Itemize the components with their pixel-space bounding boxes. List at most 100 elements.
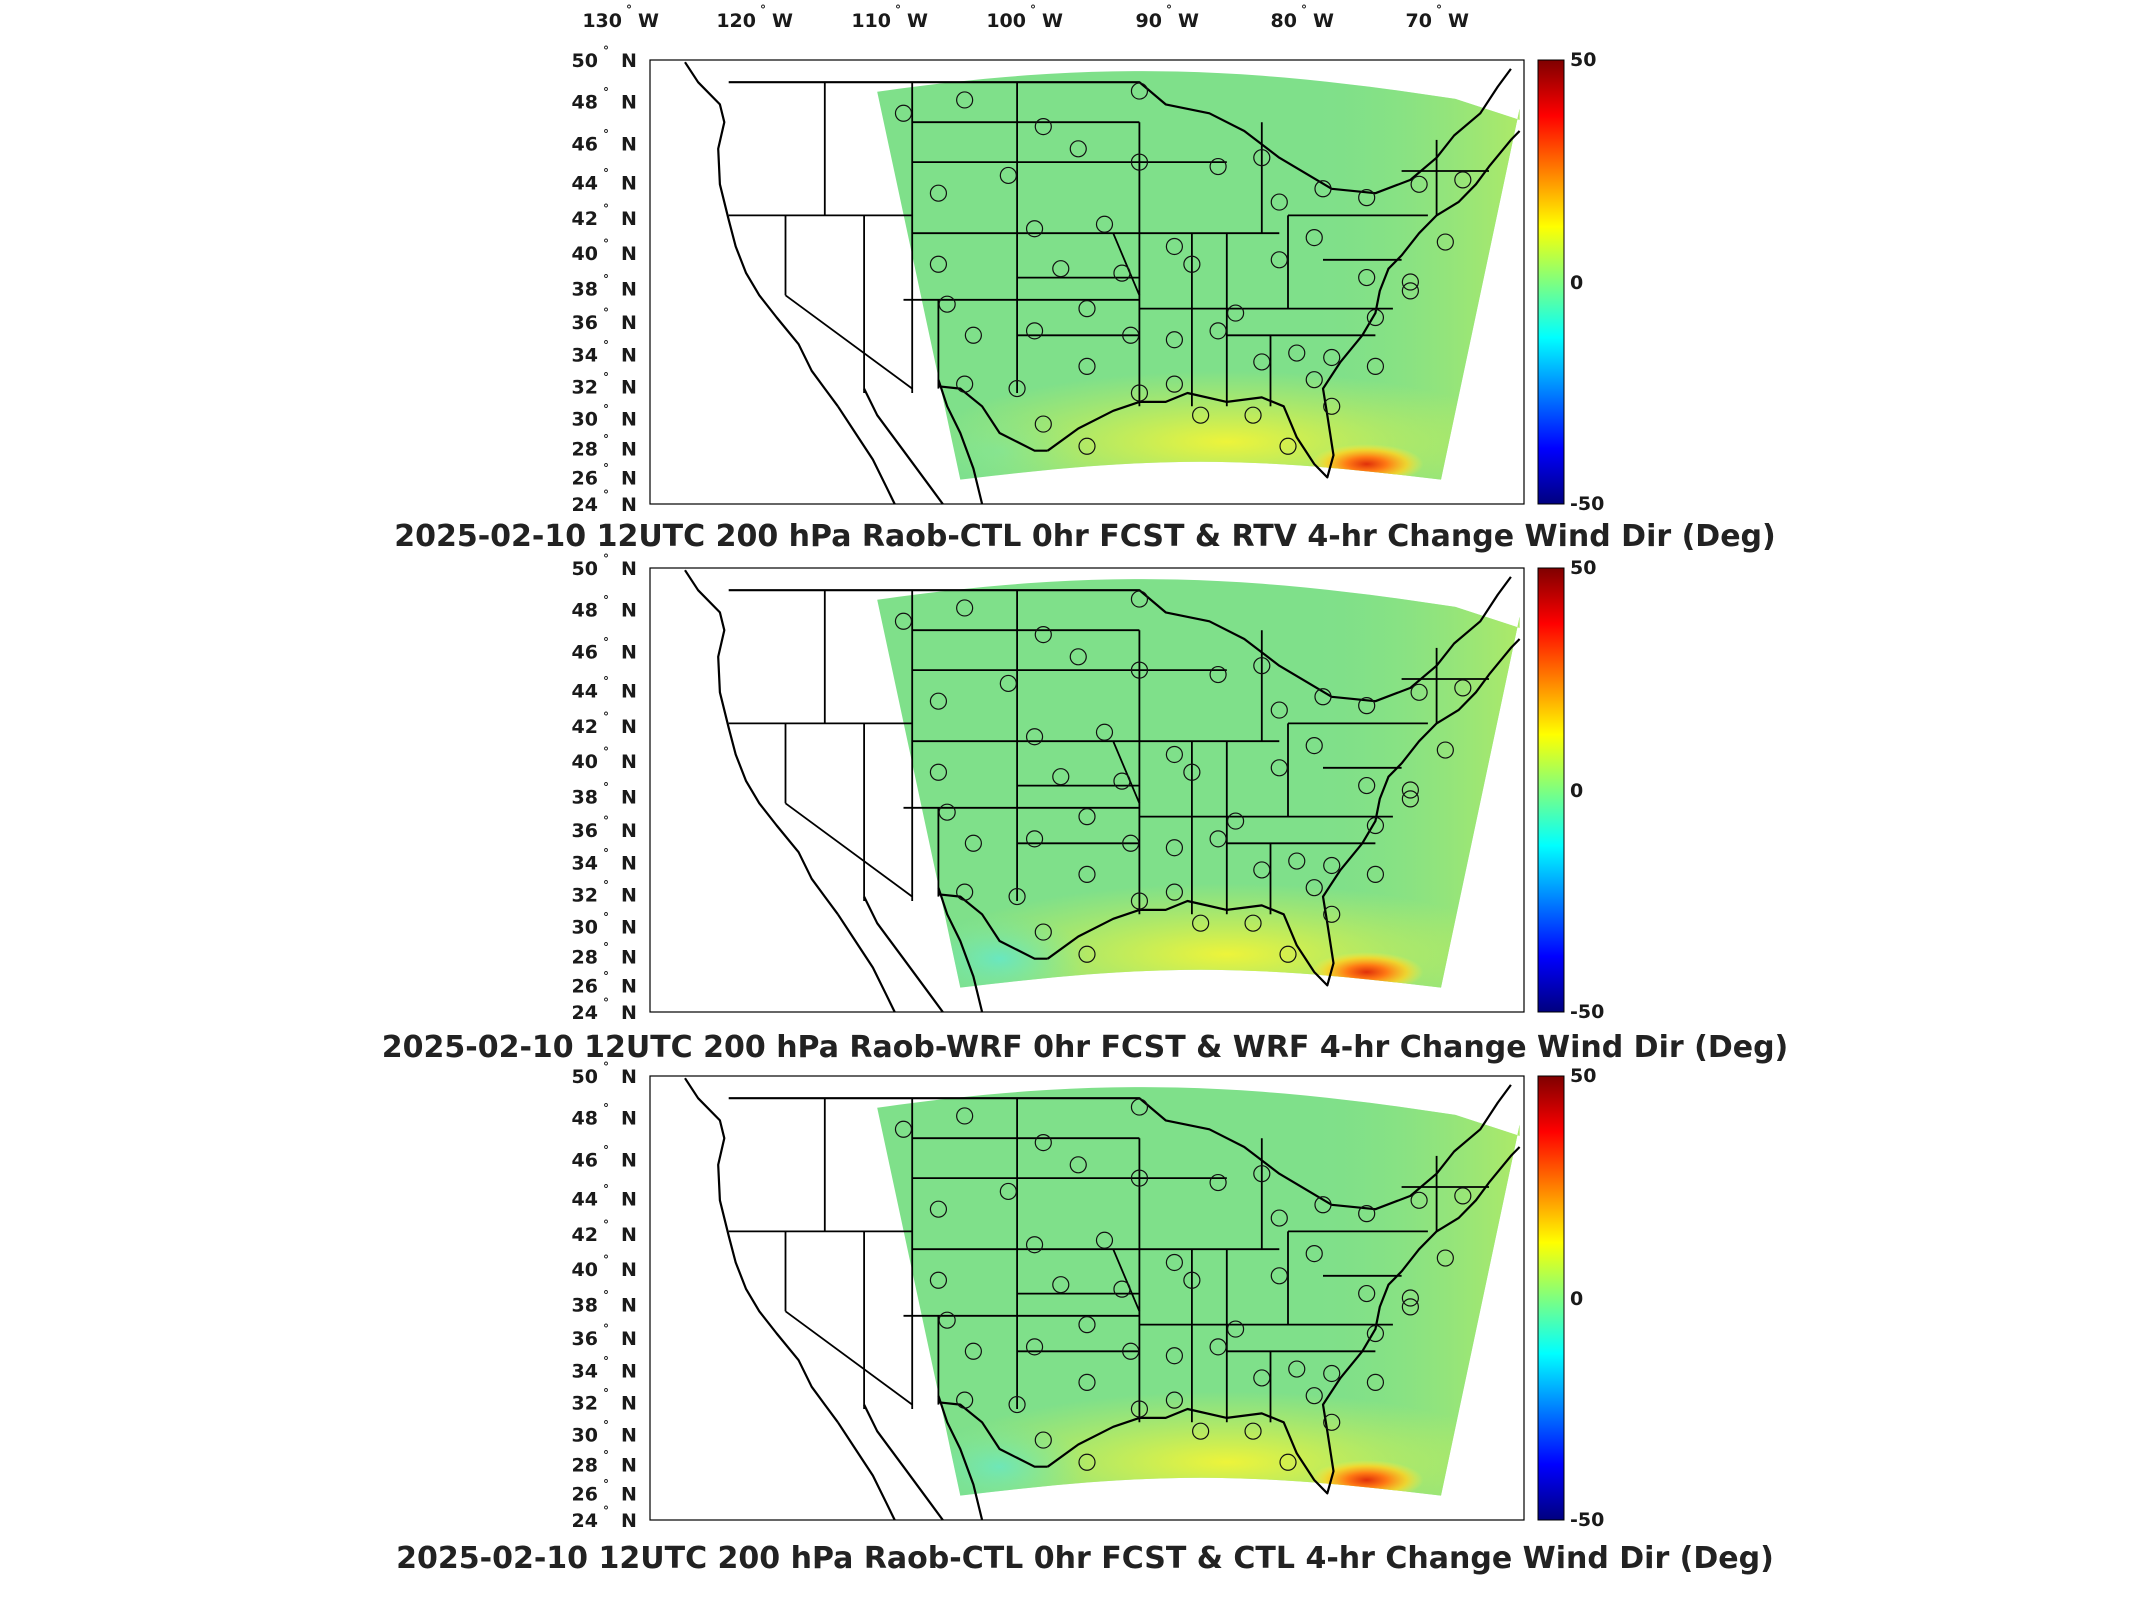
lon-label: 120: [716, 10, 756, 32]
raob-station: [1226, 1320, 1245, 1338]
raob-station: [1165, 331, 1184, 349]
raob-station: [1358, 189, 1376, 207]
raob-station: [1165, 237, 1184, 256]
colorbar-mid-label: 0: [1570, 1288, 1583, 1310]
lat-suffix: N: [621, 91, 637, 113]
degree-mark: °: [603, 85, 609, 99]
raob-station: [1358, 697, 1376, 715]
baja-inner-coast: [863, 1404, 944, 1521]
boundaries: [684, 1077, 1521, 1521]
lat-label: 44: [572, 173, 598, 195]
raob-station: [1165, 375, 1184, 393]
raob-station: [1454, 1187, 1472, 1205]
lat-suffix: N: [621, 494, 637, 516]
raob-station: [1358, 1205, 1376, 1223]
lat-label: 40: [572, 1259, 598, 1281]
degree-mark: °: [603, 1322, 609, 1336]
lat-suffix: N: [621, 1328, 637, 1350]
degree-mark: °: [1166, 3, 1172, 17]
degree-mark: °: [603, 202, 609, 216]
raob-station: [1305, 736, 1323, 755]
baja-coast: [836, 913, 896, 1013]
raob-station: [1069, 1156, 1087, 1174]
lat-suffix: N: [621, 681, 637, 703]
raob-station: [1253, 1369, 1271, 1387]
raob-station: [1209, 830, 1227, 848]
canada-border: [728, 576, 1512, 703]
colorbar-bar: [1537, 1075, 1565, 1521]
raob-station: [1130, 590, 1149, 608]
state-line: [784, 294, 913, 390]
raob-station: [1130, 384, 1149, 402]
raob-station: [1183, 1271, 1201, 1289]
raob-station: [1034, 1431, 1052, 1449]
raob-station: [1358, 1284, 1376, 1303]
stations: [894, 1098, 1472, 1471]
lat-label: 26: [572, 467, 598, 489]
raob-station: [1165, 1347, 1184, 1365]
raob-station: [1288, 344, 1306, 362]
raob-station: [1122, 834, 1140, 852]
raob-station: [1130, 892, 1149, 910]
lon-label: 130: [582, 10, 622, 32]
raob-station: [1436, 233, 1454, 251]
lat-label: 48: [572, 599, 598, 621]
raob-station: [1323, 1413, 1341, 1431]
raob-station: [1454, 679, 1472, 697]
state-line: [1112, 232, 1141, 296]
lon-label: 70: [1406, 10, 1432, 32]
degree-mark: °: [603, 969, 609, 983]
map-frame: [649, 1075, 1525, 1521]
degree-mark: °: [603, 941, 609, 955]
raob-station: [1165, 1253, 1184, 1272]
raob-station: [1279, 1453, 1297, 1471]
lat-suffix: N: [621, 1295, 637, 1317]
lon-suffix: W: [907, 10, 928, 32]
raob-station: [1052, 260, 1070, 278]
raob-station: [929, 763, 948, 781]
lat-suffix: N: [621, 1224, 637, 1246]
raob-station: [1130, 1400, 1149, 1418]
lat-suffix: N: [621, 408, 637, 430]
colorbar: 50 0 -50: [1537, 1065, 1604, 1531]
degree-mark: °: [603, 1218, 609, 1232]
raob-station: [894, 612, 913, 630]
boundaries: [684, 61, 1521, 505]
raob-station: [1401, 1298, 1419, 1316]
baja-inner-coast: [863, 896, 944, 1013]
raob-station: [938, 803, 956, 821]
lat-label: 46: [572, 1149, 598, 1171]
raob-station: [1253, 1165, 1271, 1183]
raob-station: [1209, 322, 1227, 340]
lat-suffix: N: [621, 1392, 637, 1414]
lat-suffix: N: [621, 1455, 637, 1477]
raob-station: [1270, 759, 1288, 777]
lon-suffix: W: [1448, 10, 1469, 32]
raob-station: [1305, 879, 1323, 897]
raob-station: [1410, 1191, 1428, 1209]
map-panel-1: 50 ° N 48 ° N 46 ° N 44 ° N 42 ° N 40 ° N 38 ° N 36 ° N 34 ° N 32 ° N…: [394, 44, 1776, 554]
gulf-warm-shade: [929, 1391, 1520, 1496]
raob-station: [1209, 1173, 1227, 1192]
raob-station: [1226, 812, 1245, 830]
raob-station: [1113, 1280, 1131, 1298]
degree-mark: °: [603, 781, 609, 795]
raob-station: [894, 1120, 913, 1138]
lat-suffix: N: [621, 884, 637, 906]
lat-label: 36: [572, 312, 598, 334]
stations: [894, 82, 1472, 455]
lat-suffix: N: [621, 1002, 637, 1024]
raob-station: [1305, 371, 1323, 389]
raob-station: [1034, 1133, 1052, 1152]
baja-coast: [836, 1421, 896, 1521]
lat-suffix: N: [621, 975, 637, 997]
degree-mark: °: [603, 1060, 609, 1074]
raob-station: [929, 184, 948, 202]
degree-mark: °: [603, 710, 609, 724]
lat-suffix: N: [621, 439, 637, 461]
raob-station: [929, 1200, 948, 1218]
raob-station: [1366, 1324, 1385, 1343]
lat-label: 32: [572, 1392, 598, 1414]
lon-suffix: W: [1042, 10, 1063, 32]
